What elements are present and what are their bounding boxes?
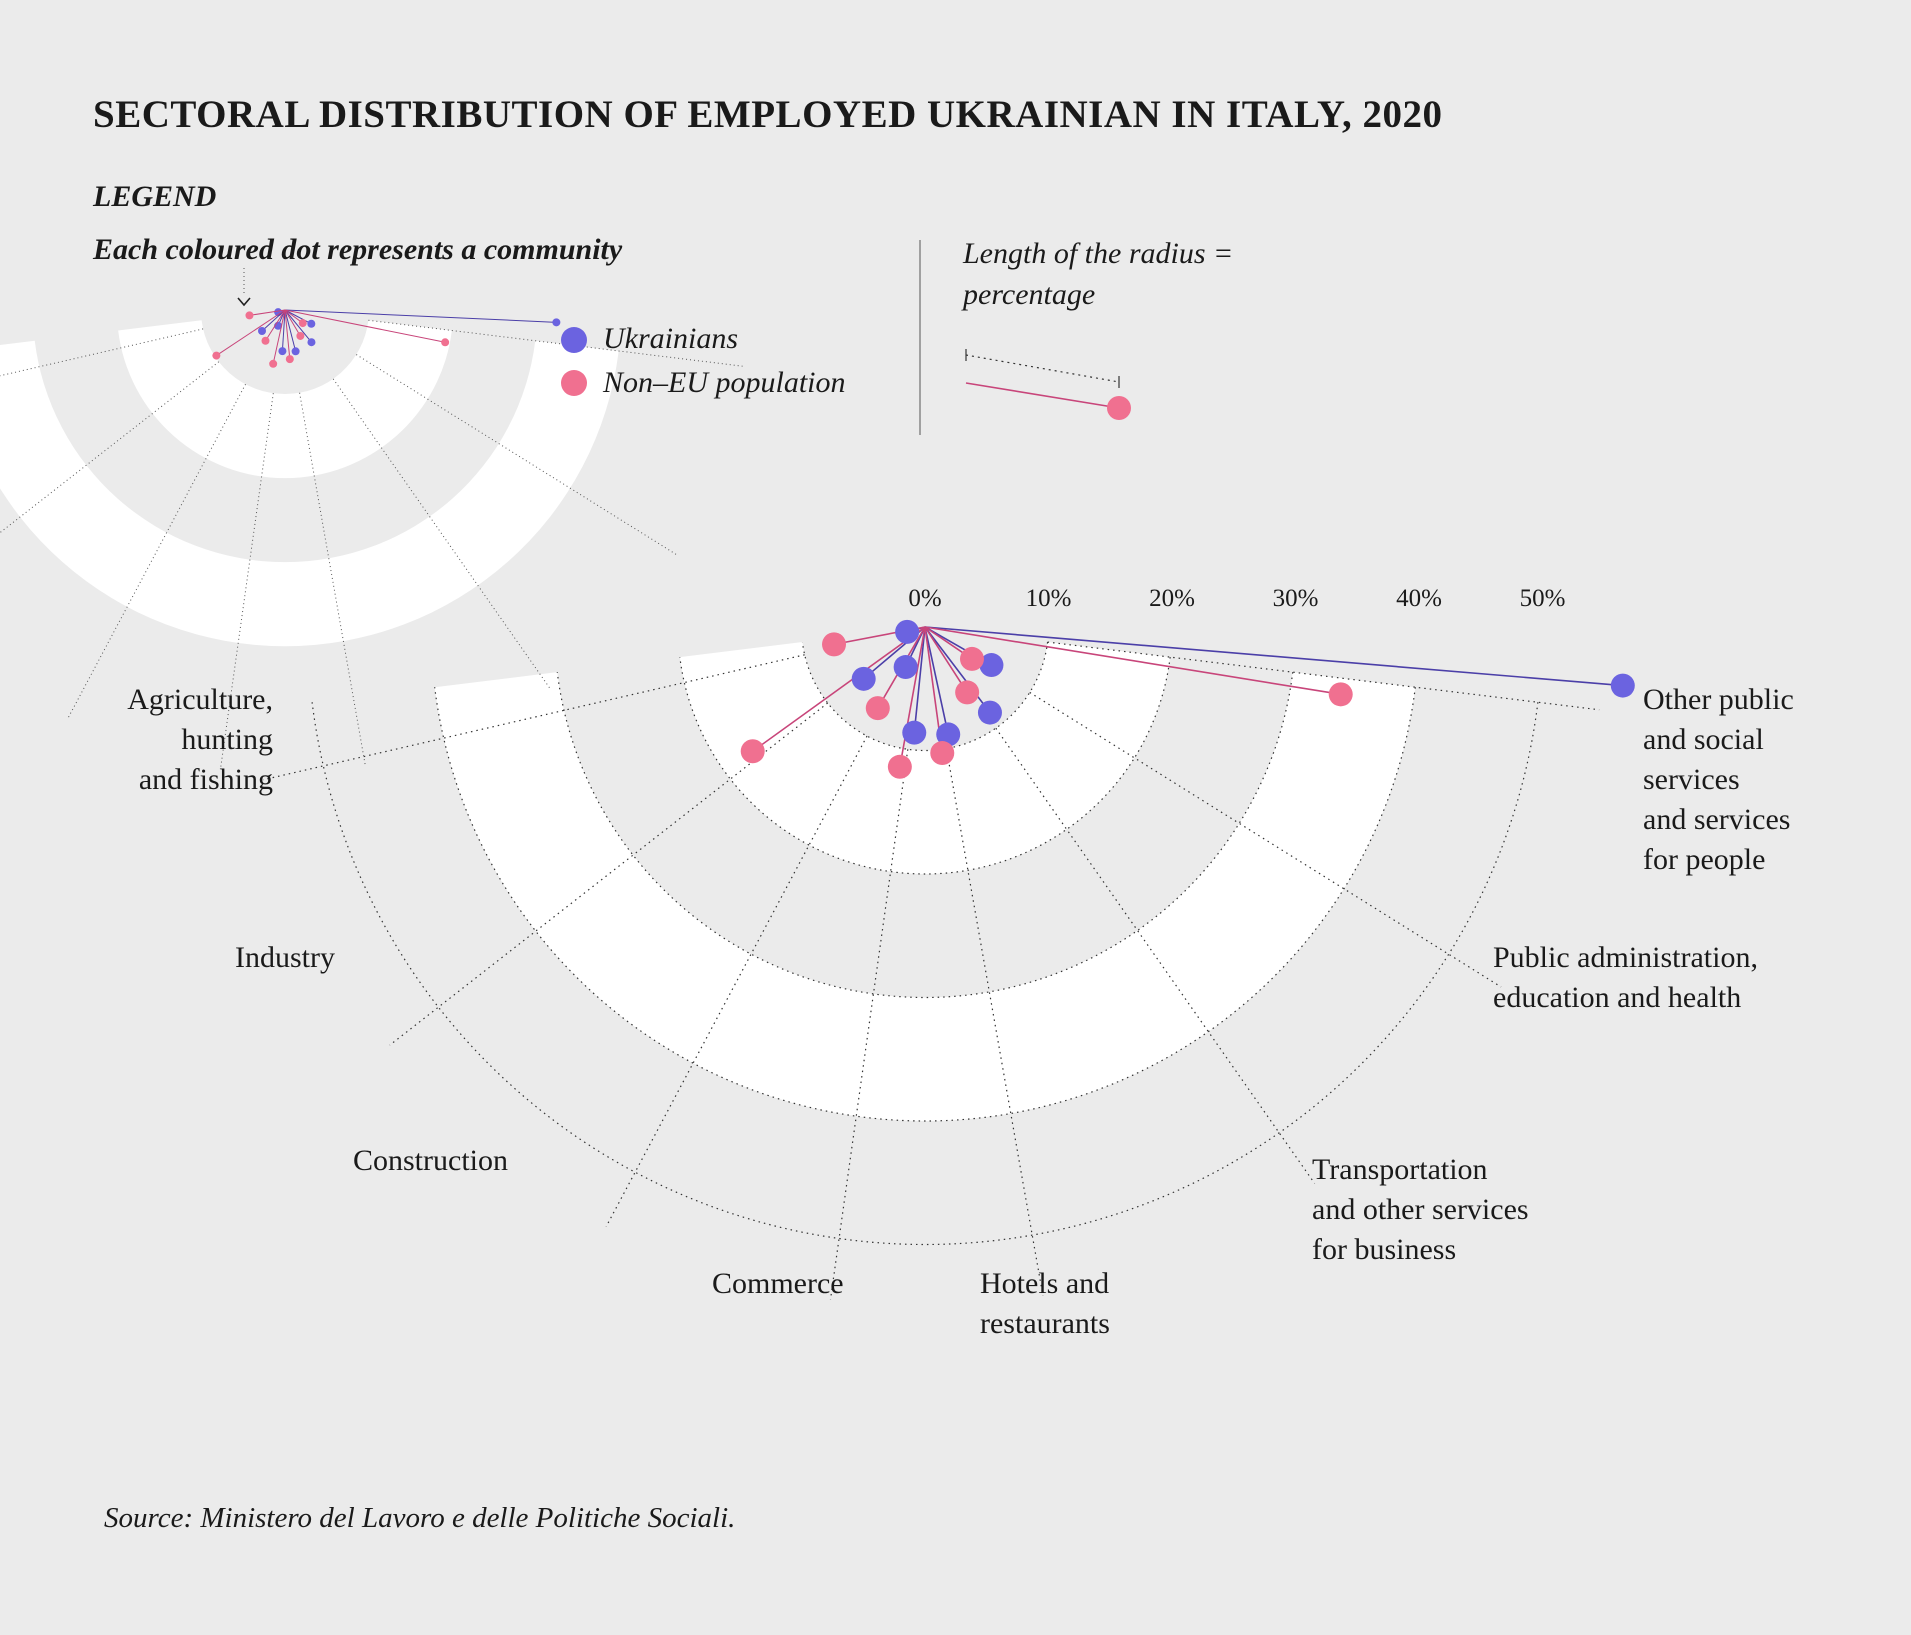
mini-dot-1-4 <box>285 355 294 364</box>
mini-stem-1-0 <box>249 309 286 316</box>
spoke-6 <box>1029 691 1502 988</box>
mini-stem-0-5 <box>284 309 312 343</box>
dot-non-eu-3 <box>887 754 912 779</box>
mini-stem-1-5 <box>284 309 301 337</box>
dot-ukrainians-7 <box>1610 673 1635 698</box>
stem-1-7 <box>924 626 1341 696</box>
dot-non-eu-5 <box>955 680 980 705</box>
mini-dot-0-6 <box>307 319 316 328</box>
radius-example-dot <box>1107 396 1131 420</box>
stem-0-4 <box>924 626 950 735</box>
stem-0-5 <box>924 626 991 714</box>
dot-ukrainians-0 <box>895 619 920 644</box>
band-10-20 <box>679 642 1171 875</box>
tick-label-10: 10% <box>1026 585 1072 612</box>
dot-ukrainians-2 <box>893 655 918 680</box>
spoke-2 <box>605 735 868 1228</box>
dot-non-eu-1 <box>740 739 765 764</box>
category-label-2: Construction <box>353 1144 508 1177</box>
category-label-4: Hotels and restaurants <box>980 1267 1110 1340</box>
spoke-0 <box>263 654 805 781</box>
chevron-down-icon <box>237 297 251 307</box>
mini-dot-1-5 <box>296 331 305 340</box>
mini-dot-1-3 <box>269 359 278 368</box>
mini-dot-1-0 <box>245 311 254 320</box>
tick-label-30: 30% <box>1273 585 1319 612</box>
category-label-0: Agriculture, hunting and fishing <box>127 683 273 796</box>
spoke-7 <box>1047 641 1600 711</box>
tick-label-50: 50% <box>1520 585 1566 612</box>
spoke-3 <box>829 749 909 1300</box>
mini-dot-0-5 <box>307 338 316 347</box>
dot-non-eu-0 <box>822 632 847 657</box>
tick-arc-10 <box>801 641 1049 752</box>
tick-label-0: 0% <box>908 585 941 612</box>
legend-ukrainians-label: Ukrainians <box>603 322 738 355</box>
category-label-6: Public administration, education and hea… <box>1493 941 1758 1014</box>
stem-0-3 <box>913 626 926 733</box>
mini-stem-0-3 <box>281 309 286 352</box>
mini-stem-1-3 <box>272 309 286 364</box>
dot-ukrainians-5 <box>977 700 1002 725</box>
mini-band-10 <box>118 320 452 479</box>
mini-dot-0-7 <box>552 318 561 327</box>
spoke-4 <box>945 748 1044 1297</box>
spoke-1 <box>389 702 829 1046</box>
mini-dot-0-3 <box>278 347 287 356</box>
dot-ukrainians-3 <box>902 720 927 745</box>
legend-non-eu-label: Non–EU population <box>603 366 846 399</box>
legend-subheading: Each coloured dot represents a community <box>93 233 623 266</box>
legend-non-eu-swatch <box>561 370 587 396</box>
dot-non-eu-2 <box>865 696 890 721</box>
mini-stem-1-2 <box>265 309 286 342</box>
mini-stem-1-1 <box>216 309 286 357</box>
tick-arc-40 <box>434 687 1416 1122</box>
dot-ukrainians-6 <box>979 653 1004 678</box>
mini-dot-0-4 <box>291 347 300 356</box>
dot-non-eu-6 <box>959 646 984 671</box>
mini-dot-1-2 <box>261 336 270 345</box>
dot-ukrainians-1 <box>851 666 876 691</box>
chart-title: SECTORAL DISTRIBUTION OF EMPLOYED UKRAIN… <box>93 93 1443 136</box>
stem-0-7 <box>924 626 1623 687</box>
mini-dot-1-7 <box>441 338 450 347</box>
tick-label-40: 40% <box>1396 585 1442 612</box>
source-note: Source: Ministero del Lavoro e delle Pol… <box>104 1502 736 1534</box>
legend-ukrainians-swatch <box>561 327 587 353</box>
mini-dot-1-1 <box>212 351 221 360</box>
mini-stem-0-6 <box>284 309 312 325</box>
stem-1-5 <box>924 626 968 693</box>
category-label-3: Commerce <box>712 1267 844 1300</box>
mini-stem-0-1 <box>261 309 286 332</box>
stem-1-1 <box>752 626 926 752</box>
mini-dot-1-6 <box>298 319 307 328</box>
stem-1-3 <box>899 626 926 767</box>
category-label-1: Industry <box>235 941 335 974</box>
dot-ukrainians-4 <box>936 722 961 747</box>
spoke-5 <box>995 727 1316 1184</box>
mini-stem-0-7 <box>284 309 557 323</box>
tick-arc-20 <box>679 657 1171 875</box>
radius-measure-line <box>965 354 1120 383</box>
legend-radius-explanation: Length of the radius = percentage <box>963 237 1234 311</box>
band-30-40 <box>434 672 1416 1121</box>
category-label-5: Transportation and other services for bu… <box>1312 1153 1529 1266</box>
dot-non-eu-7 <box>1328 682 1353 707</box>
legend-heading: LEGEND <box>93 180 217 213</box>
mini-stem-1-7 <box>284 309 446 343</box>
dot-non-eu-4 <box>930 741 955 766</box>
mini-band-30 <box>0 340 619 647</box>
mini-stem-0-4 <box>284 309 297 352</box>
category-label-7: Other public and social services and ser… <box>1643 683 1794 876</box>
mini-stem-1-4 <box>284 309 291 360</box>
mini-dot-0-1 <box>258 326 267 335</box>
radius-example-stem <box>965 382 1120 409</box>
tick-label-20: 20% <box>1149 585 1195 612</box>
